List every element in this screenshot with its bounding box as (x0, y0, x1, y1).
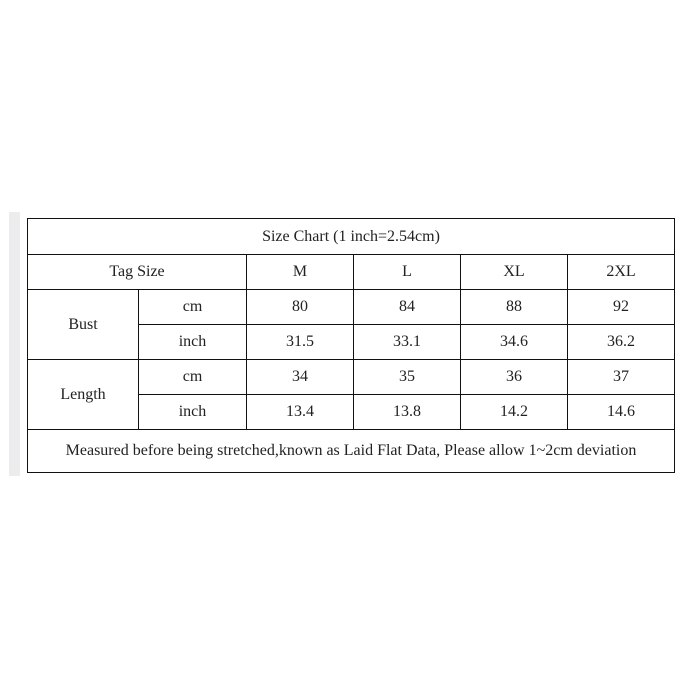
cell: 80 (246, 289, 354, 325)
scrollbar-strip (9, 212, 20, 476)
size-header: L (353, 254, 461, 290)
unit-label: cm (138, 289, 247, 325)
measure-label: Bust (27, 289, 139, 360)
cell: 14.6 (567, 394, 675, 430)
size-header: M (246, 254, 354, 290)
size-header: 2XL (567, 254, 675, 290)
cell: 35 (353, 359, 461, 395)
cell: 88 (460, 289, 568, 325)
measure-label: Length (27, 359, 139, 430)
size-header: XL (460, 254, 568, 290)
table-row: inch 31.5 33.1 34.6 36.2 (28, 324, 675, 360)
cell: 84 (353, 289, 461, 325)
table-row: inch 13.4 13.8 14.2 14.6 (28, 394, 675, 430)
footnote: Measured before being stretched,known as… (27, 429, 675, 473)
unit-label: inch (138, 324, 247, 360)
cell: 13.4 (246, 394, 354, 430)
unit-label: cm (138, 359, 247, 395)
cell: 34.6 (460, 324, 568, 360)
table-row: Length cm 34 35 36 37 (27, 359, 675, 430)
cell: 13.8 (353, 394, 461, 430)
cell: 34 (246, 359, 354, 395)
table-row: Bust cm 80 84 88 92 (27, 289, 675, 360)
cell: 37 (567, 359, 675, 395)
cell: 33.1 (353, 324, 461, 360)
cell: 31.5 (246, 324, 354, 360)
tag-size-header: Tag Size (27, 254, 247, 290)
cell: 92 (567, 289, 675, 325)
table-title: Size Chart (1 inch=2.54cm) (27, 218, 675, 255)
unit-label: inch (138, 394, 247, 430)
cell: 14.2 (460, 394, 568, 430)
cell: 36.2 (567, 324, 675, 360)
size-chart-table: Size Chart (1 inch=2.54cm) Tag Size M L … (27, 218, 675, 473)
cell: 36 (460, 359, 568, 395)
header-row: Tag Size M L XL 2XL (27, 254, 675, 290)
